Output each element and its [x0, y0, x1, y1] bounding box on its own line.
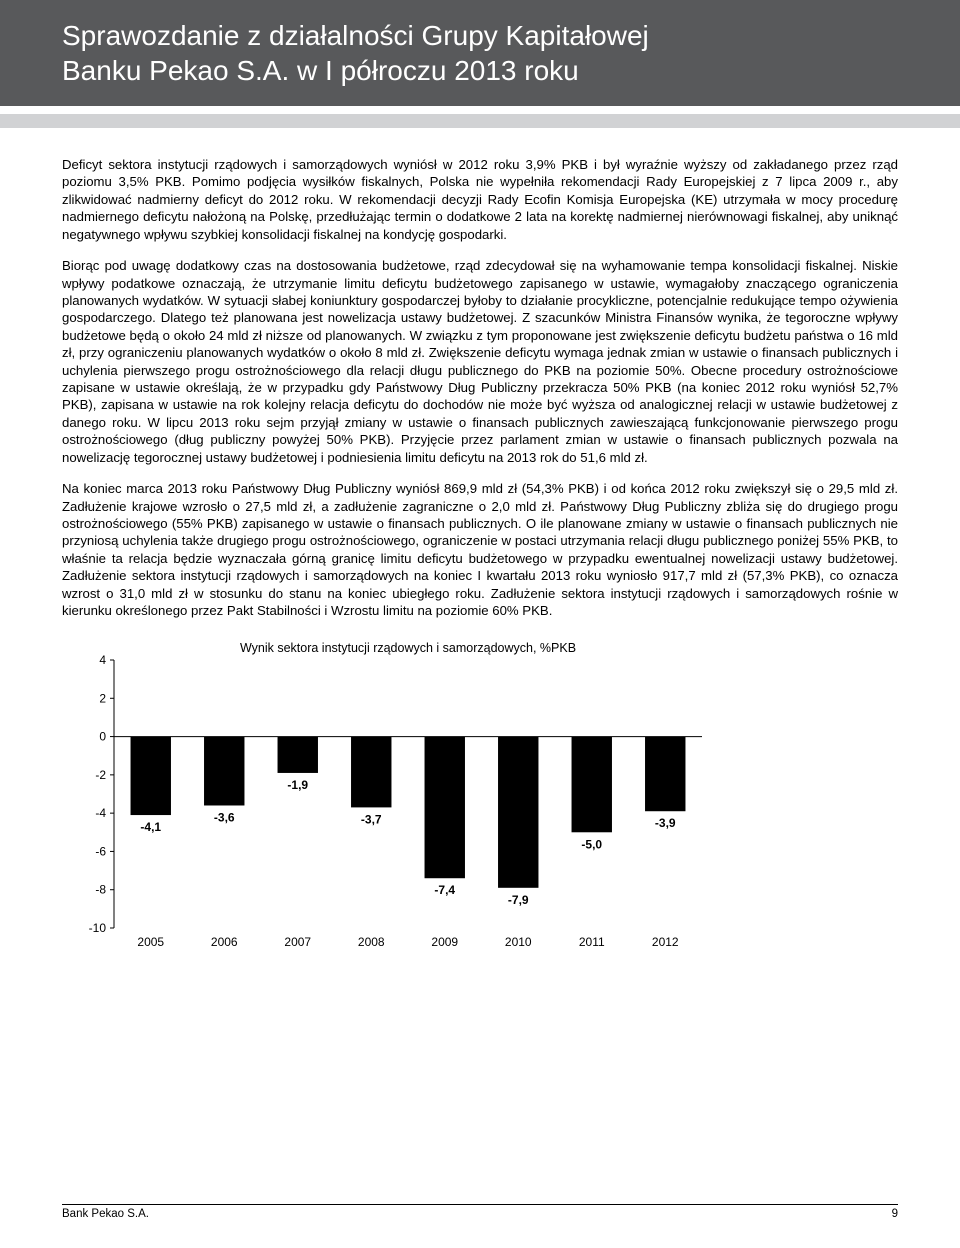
svg-text:0: 0 — [99, 729, 106, 743]
footer-page-number: 9 — [892, 1208, 898, 1220]
svg-text:-3,6: -3,6 — [214, 810, 235, 824]
title-line-1: Sprawozdanie z działalności Grupy Kapita… — [62, 20, 649, 51]
svg-text:2009: 2009 — [431, 935, 458, 949]
svg-text:-5,0: -5,0 — [581, 837, 602, 851]
svg-text:2007: 2007 — [284, 935, 311, 949]
svg-text:4: 4 — [99, 653, 106, 667]
svg-text:2012: 2012 — [652, 935, 679, 949]
svg-text:-7,9: -7,9 — [508, 892, 529, 906]
svg-text:-6: -6 — [95, 844, 106, 858]
svg-text:2010: 2010 — [505, 935, 532, 949]
page-footer: Bank Pekao S.A. 9 — [62, 1204, 898, 1220]
footer-left: Bank Pekao S.A. — [62, 1208, 149, 1220]
svg-text:-3,7: -3,7 — [361, 812, 382, 826]
svg-text:-4,1: -4,1 — [140, 820, 161, 834]
svg-text:-4: -4 — [95, 806, 106, 820]
paragraph-1: Deficyt sektora instytucji rządowych i s… — [62, 156, 898, 243]
svg-text:-3,9: -3,9 — [655, 816, 676, 830]
svg-text:2006: 2006 — [211, 935, 238, 949]
title-line-2: Banku Pekao S.A. w I półroczu 2013 roku — [62, 55, 579, 86]
grey-divider-bar — [0, 114, 960, 128]
page: Sprawozdanie z działalności Grupy Kapita… — [0, 0, 960, 1248]
deficit-bar-chart: Wynik sektora instytucji rządowych i sam… — [72, 638, 712, 958]
paragraph-3: Na koniec marca 2013 roku Państwowy Dług… — [62, 480, 898, 619]
svg-text:-2: -2 — [95, 767, 106, 781]
header-band: Sprawozdanie z działalności Grupy Kapita… — [0, 0, 960, 106]
svg-text:Wynik sektora instytucji rządo: Wynik sektora instytucji rządowych i sam… — [240, 641, 576, 655]
svg-text:2005: 2005 — [137, 935, 164, 949]
svg-text:2: 2 — [99, 691, 106, 705]
svg-text:-10: -10 — [89, 921, 107, 935]
svg-text:-7,4: -7,4 — [434, 883, 455, 897]
svg-text:-1,9: -1,9 — [287, 777, 308, 791]
page-title: Sprawozdanie z działalności Grupy Kapita… — [62, 18, 960, 88]
svg-text:2011: 2011 — [579, 935, 605, 949]
svg-text:2008: 2008 — [358, 935, 385, 949]
paragraph-2: Biorąc pod uwagę dodatkowy czas na dosto… — [62, 257, 898, 466]
svg-text:-8: -8 — [95, 882, 106, 896]
chart-container: Wynik sektora instytucji rządowych i sam… — [72, 638, 898, 958]
content-area: Deficyt sektora instytucji rządowych i s… — [0, 156, 960, 958]
